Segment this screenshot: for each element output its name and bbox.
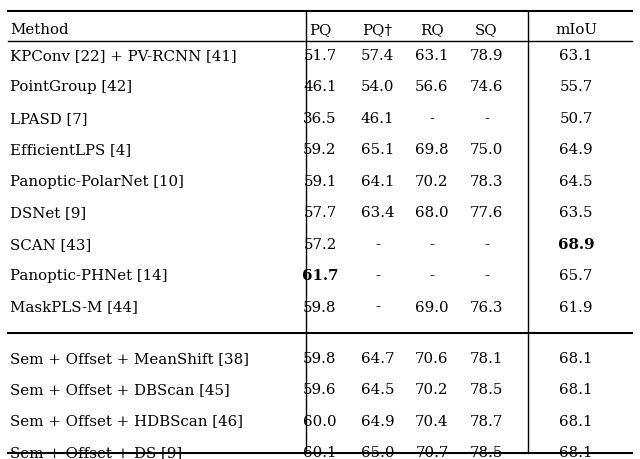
Text: 50.7: 50.7 xyxy=(559,112,593,126)
Text: 57.2: 57.2 xyxy=(303,238,337,252)
Text: 68.1: 68.1 xyxy=(559,414,593,429)
Text: 64.9: 64.9 xyxy=(361,414,394,429)
Text: 68.1: 68.1 xyxy=(559,446,593,459)
Text: KPConv [22] + PV-RCNN [41]: KPConv [22] + PV-RCNN [41] xyxy=(10,49,237,63)
Text: 65.1: 65.1 xyxy=(361,143,394,157)
Text: -: - xyxy=(429,269,435,283)
Text: 78.1: 78.1 xyxy=(470,352,503,366)
Text: Panoptic-PHNet [14]: Panoptic-PHNet [14] xyxy=(10,269,168,283)
Text: -: - xyxy=(375,301,380,314)
Text: 74.6: 74.6 xyxy=(470,80,503,95)
Text: SQ: SQ xyxy=(475,23,498,37)
Text: 64.5: 64.5 xyxy=(559,175,593,189)
Text: 59.6: 59.6 xyxy=(303,383,337,397)
Text: 54.0: 54.0 xyxy=(361,80,394,95)
Text: 65.0: 65.0 xyxy=(361,446,394,459)
Text: Panoptic-PolarNet [10]: Panoptic-PolarNet [10] xyxy=(10,175,184,189)
Text: Sem + Offset + DBScan [45]: Sem + Offset + DBScan [45] xyxy=(10,383,230,397)
Text: 59.8: 59.8 xyxy=(303,352,337,366)
Text: 46.1: 46.1 xyxy=(361,112,394,126)
Text: -: - xyxy=(375,238,380,252)
Text: Method: Method xyxy=(10,23,69,37)
Text: DSNet [9]: DSNet [9] xyxy=(10,206,86,220)
Text: PQ: PQ xyxy=(309,23,331,37)
Text: 70.2: 70.2 xyxy=(415,383,449,397)
Text: -: - xyxy=(429,112,435,126)
Text: 68.9: 68.9 xyxy=(557,238,595,252)
Text: 68.0: 68.0 xyxy=(415,206,449,220)
Text: -: - xyxy=(429,238,435,252)
Text: 36.5: 36.5 xyxy=(303,112,337,126)
Text: 75.0: 75.0 xyxy=(470,143,503,157)
Text: LPASD [7]: LPASD [7] xyxy=(10,112,88,126)
Text: 77.6: 77.6 xyxy=(470,206,503,220)
Text: 60.1: 60.1 xyxy=(303,446,337,459)
Text: 64.7: 64.7 xyxy=(361,352,394,366)
Text: 78.5: 78.5 xyxy=(470,383,503,397)
Text: -: - xyxy=(484,269,489,283)
Text: 64.9: 64.9 xyxy=(559,143,593,157)
Text: 64.1: 64.1 xyxy=(361,175,394,189)
Text: 59.1: 59.1 xyxy=(303,175,337,189)
Text: Sem + Offset + DS [9]: Sem + Offset + DS [9] xyxy=(10,446,182,459)
Text: 70.7: 70.7 xyxy=(415,446,449,459)
Text: 76.3: 76.3 xyxy=(470,301,503,314)
Text: 51.7: 51.7 xyxy=(303,49,337,63)
Text: 63.5: 63.5 xyxy=(559,206,593,220)
Text: 63.4: 63.4 xyxy=(361,206,394,220)
Text: 57.7: 57.7 xyxy=(303,206,337,220)
Text: 78.5: 78.5 xyxy=(470,446,503,459)
Text: 68.1: 68.1 xyxy=(559,352,593,366)
Text: RQ: RQ xyxy=(420,23,444,37)
Text: -: - xyxy=(484,238,489,252)
Text: PointGroup [42]: PointGroup [42] xyxy=(10,80,132,95)
Text: PQ†: PQ† xyxy=(363,23,392,37)
Text: 56.6: 56.6 xyxy=(415,80,449,95)
Text: mIoU: mIoU xyxy=(555,23,597,37)
Text: 59.8: 59.8 xyxy=(303,301,337,314)
Text: SCAN [43]: SCAN [43] xyxy=(10,238,92,252)
Text: Sem + Offset + HDBScan [46]: Sem + Offset + HDBScan [46] xyxy=(10,414,243,429)
Text: 64.5: 64.5 xyxy=(361,383,394,397)
Text: MaskPLS-M [44]: MaskPLS-M [44] xyxy=(10,301,138,314)
Text: Sem + Offset + MeanShift [38]: Sem + Offset + MeanShift [38] xyxy=(10,352,249,366)
Text: 46.1: 46.1 xyxy=(303,80,337,95)
Text: 60.0: 60.0 xyxy=(303,414,337,429)
Text: 69.0: 69.0 xyxy=(415,301,449,314)
Text: 78.3: 78.3 xyxy=(470,175,503,189)
Text: 61.7: 61.7 xyxy=(301,269,339,283)
Text: 70.6: 70.6 xyxy=(415,352,449,366)
Text: 61.9: 61.9 xyxy=(559,301,593,314)
Text: 69.8: 69.8 xyxy=(415,143,449,157)
Text: 55.7: 55.7 xyxy=(559,80,593,95)
Text: 57.4: 57.4 xyxy=(361,49,394,63)
Text: 70.2: 70.2 xyxy=(415,175,449,189)
Text: 65.7: 65.7 xyxy=(559,269,593,283)
Text: 63.1: 63.1 xyxy=(559,49,593,63)
Text: EfficientLPS [4]: EfficientLPS [4] xyxy=(10,143,131,157)
Text: -: - xyxy=(375,269,380,283)
Text: -: - xyxy=(484,112,489,126)
Text: 78.7: 78.7 xyxy=(470,414,503,429)
Text: 70.4: 70.4 xyxy=(415,414,449,429)
Text: 59.2: 59.2 xyxy=(303,143,337,157)
Text: 78.9: 78.9 xyxy=(470,49,503,63)
Text: 68.1: 68.1 xyxy=(559,383,593,397)
Text: 63.1: 63.1 xyxy=(415,49,449,63)
